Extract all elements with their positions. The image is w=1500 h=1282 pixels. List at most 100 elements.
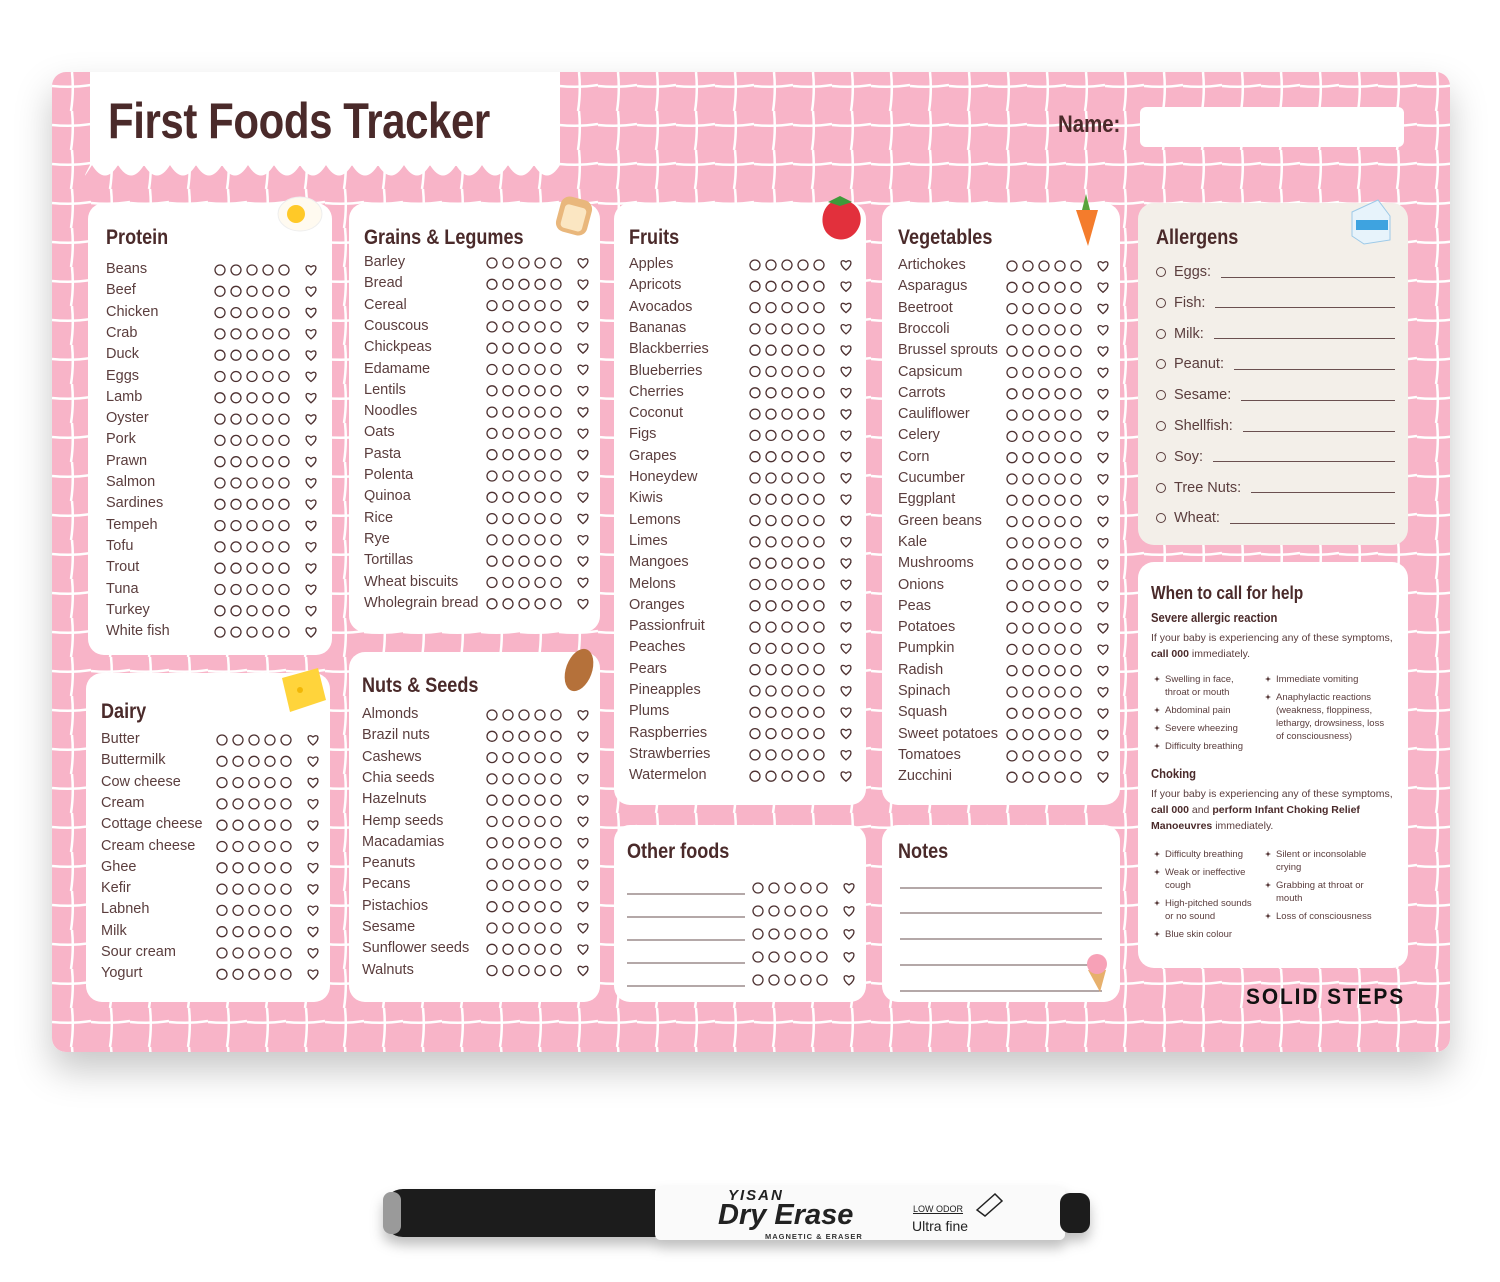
help-text-part: call 000 bbox=[1151, 804, 1189, 816]
food-item: Carrots bbox=[898, 384, 946, 401]
section-title: Fruits bbox=[629, 226, 680, 249]
try-circle bbox=[264, 883, 276, 895]
allergen-label: Peanut: bbox=[1174, 356, 1224, 373]
like-heart bbox=[1097, 729, 1109, 741]
try-circle bbox=[550, 342, 562, 354]
try-circle bbox=[1022, 686, 1034, 698]
try-circle bbox=[214, 562, 226, 574]
try-circle bbox=[1070, 665, 1082, 677]
try-circle bbox=[246, 392, 258, 404]
try-circle bbox=[1054, 537, 1066, 549]
like-heart bbox=[840, 260, 852, 271]
write-line bbox=[1251, 482, 1395, 494]
food-item: Tempeh bbox=[106, 516, 158, 533]
food-item: Cauliflower bbox=[898, 406, 970, 423]
try-circle bbox=[749, 621, 761, 633]
try-circle bbox=[797, 280, 809, 292]
food-item: Pecans bbox=[362, 876, 411, 893]
try-circle bbox=[1006, 728, 1018, 741]
try-circle bbox=[502, 943, 514, 955]
try-circle bbox=[518, 321, 530, 333]
try-circle bbox=[502, 555, 514, 567]
try-circle bbox=[280, 819, 292, 831]
food-item: Kale bbox=[898, 533, 928, 550]
food-item: Melons bbox=[629, 575, 676, 592]
try-circle bbox=[800, 974, 812, 986]
try-circle bbox=[486, 922, 498, 934]
try-circle bbox=[214, 285, 226, 297]
help-text-part: immediately. bbox=[1188, 648, 1251, 660]
try-circle bbox=[486, 427, 498, 440]
try-circle bbox=[813, 685, 825, 697]
try-circle bbox=[264, 776, 276, 789]
try-circle bbox=[749, 451, 761, 463]
try-circle bbox=[1038, 622, 1050, 634]
try-circle bbox=[550, 922, 562, 934]
try-circle bbox=[765, 301, 777, 314]
try-circle bbox=[216, 776, 228, 789]
like-heart bbox=[1097, 261, 1109, 272]
try-circle bbox=[246, 456, 258, 468]
try-circle bbox=[1006, 473, 1018, 485]
food-item: Pineapples bbox=[629, 682, 701, 698]
like-heart bbox=[1097, 324, 1109, 336]
try-circle bbox=[518, 943, 530, 955]
try-circle bbox=[214, 264, 226, 276]
try-circle bbox=[1006, 707, 1018, 719]
try-circle bbox=[765, 664, 777, 676]
try-circle bbox=[797, 429, 809, 442]
check-circle bbox=[1156, 513, 1166, 524]
food-item: Milk bbox=[101, 922, 127, 939]
try-circle bbox=[278, 349, 290, 361]
try-circle bbox=[813, 664, 825, 676]
try-circle bbox=[781, 578, 793, 591]
try-circle bbox=[230, 370, 242, 383]
try-circle bbox=[534, 815, 546, 828]
like-heart bbox=[840, 686, 852, 697]
try-circle bbox=[278, 328, 290, 340]
try-circle bbox=[1038, 409, 1050, 421]
try-circle bbox=[1054, 494, 1066, 506]
food-item: Apricots bbox=[629, 277, 682, 294]
try-circle bbox=[749, 280, 761, 292]
try-circle bbox=[1022, 452, 1034, 464]
food-item: Sweet potatoes bbox=[898, 725, 998, 742]
try-circle bbox=[518, 385, 530, 397]
try-circle bbox=[800, 928, 812, 940]
marker-odor: LOW ODOR bbox=[913, 1204, 964, 1214]
try-circle bbox=[813, 280, 825, 292]
try-circle bbox=[262, 264, 274, 276]
try-circle bbox=[749, 344, 761, 356]
food-item: Rye bbox=[364, 530, 390, 547]
like-heart bbox=[1097, 601, 1109, 613]
try-circle bbox=[248, 734, 260, 746]
try-circle bbox=[486, 576, 498, 589]
try-circle bbox=[1006, 643, 1018, 656]
try-circle bbox=[765, 408, 777, 420]
food-item: Mangoes bbox=[629, 554, 689, 571]
try-circle bbox=[1038, 388, 1050, 400]
try-circle bbox=[765, 429, 777, 442]
try-circle bbox=[518, 815, 530, 828]
like-heart bbox=[577, 965, 589, 977]
try-circle bbox=[486, 901, 498, 913]
check-circle bbox=[1156, 297, 1166, 308]
card bbox=[349, 652, 600, 1002]
try-circle bbox=[502, 598, 514, 610]
try-circle bbox=[800, 905, 812, 917]
try-circle bbox=[765, 514, 777, 527]
like-heart bbox=[577, 901, 589, 913]
try-circle bbox=[1054, 345, 1066, 357]
try-circle bbox=[214, 370, 226, 383]
try-circle bbox=[214, 328, 226, 340]
try-circle bbox=[1006, 537, 1018, 549]
try-circle bbox=[1070, 260, 1082, 272]
try-circle bbox=[1070, 473, 1082, 485]
marker-product: Dry Erase bbox=[718, 1199, 854, 1231]
try-circle bbox=[550, 943, 562, 955]
try-circle bbox=[502, 837, 514, 849]
food-item: Pumpkin bbox=[898, 640, 955, 657]
try-circle bbox=[486, 794, 498, 806]
like-heart bbox=[577, 752, 589, 764]
food-item: Pistachios bbox=[362, 897, 429, 914]
